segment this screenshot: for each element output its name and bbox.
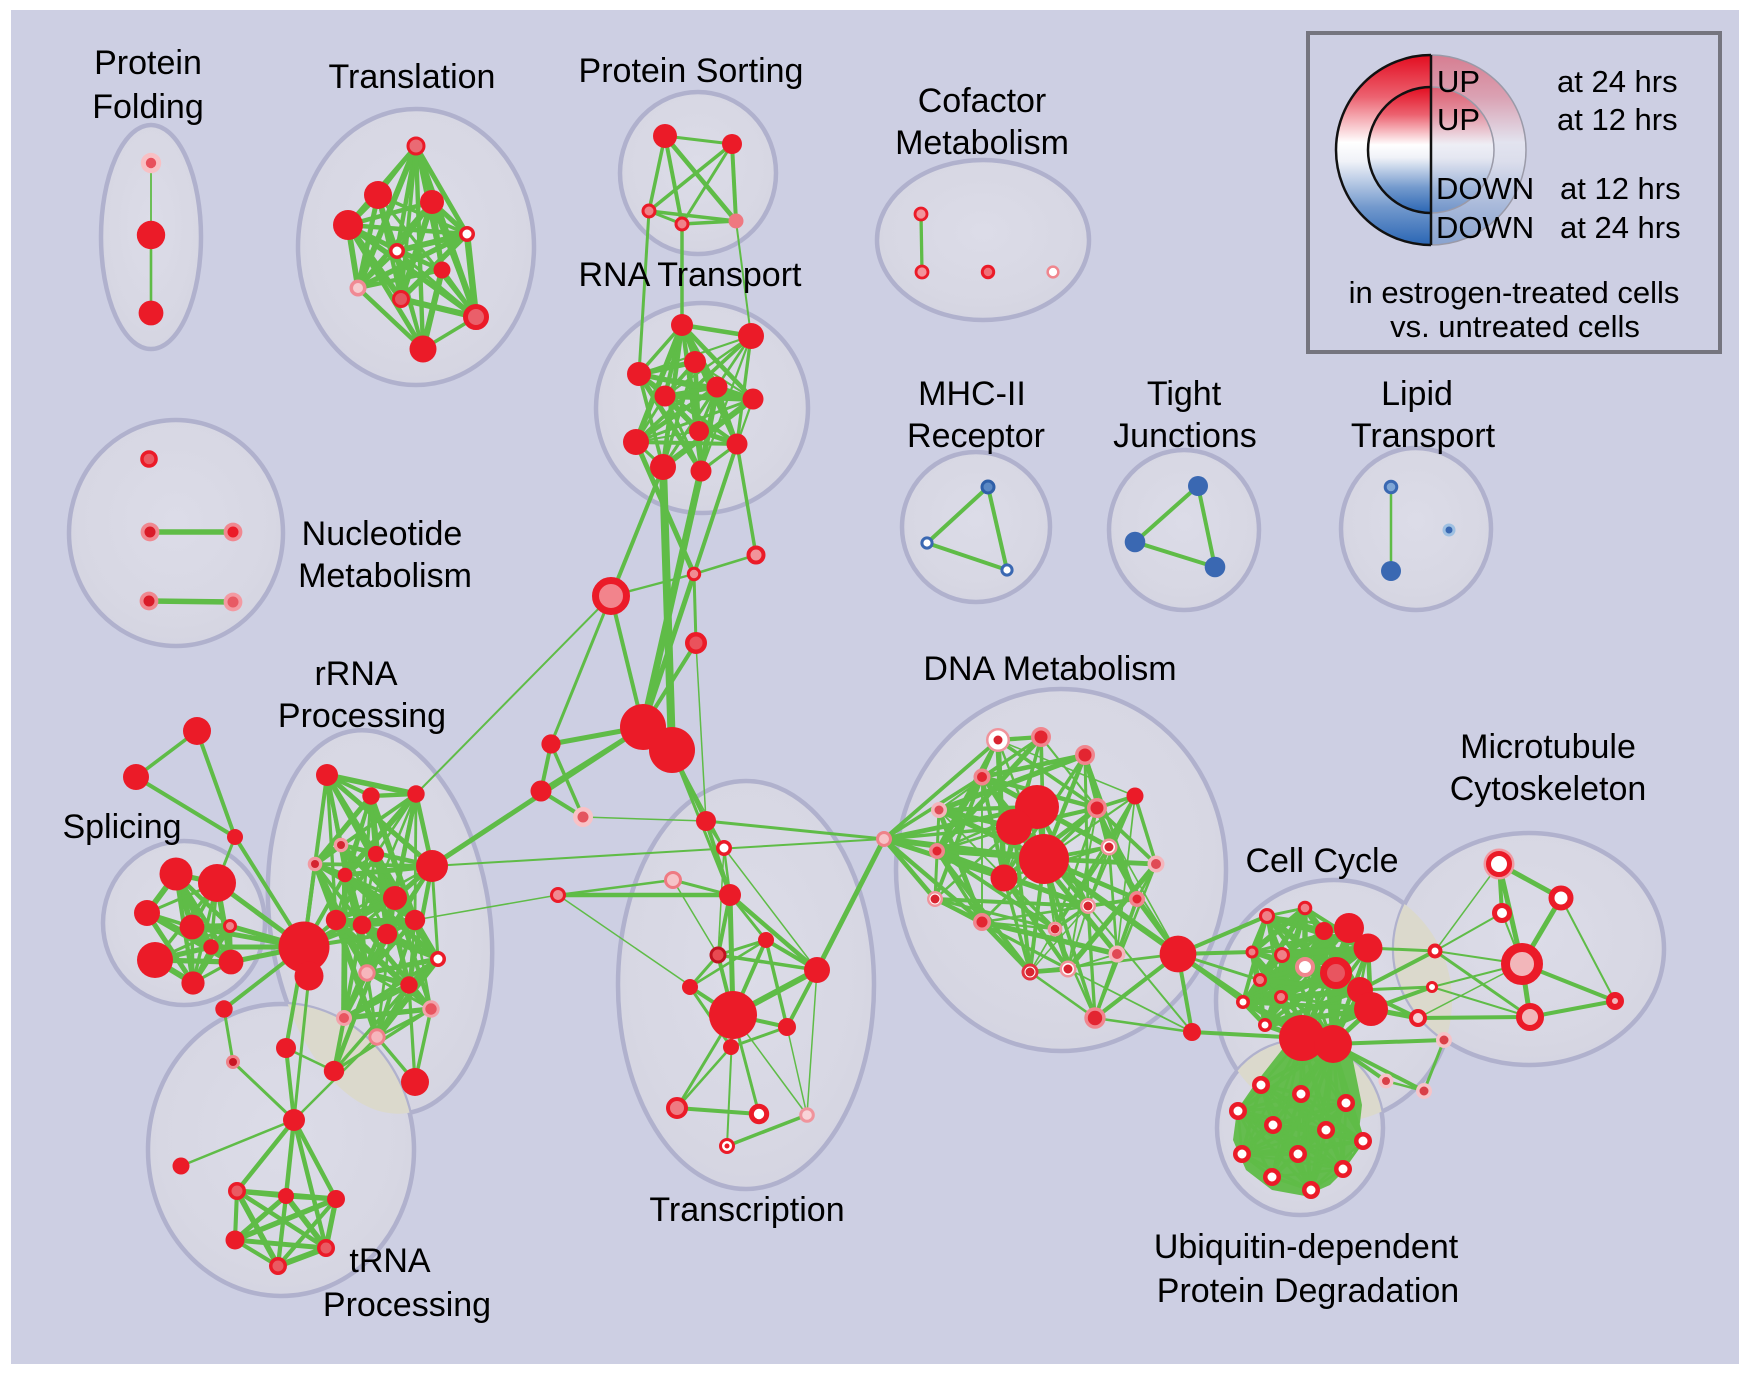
svg-text:rRNA: rRNA: [314, 655, 397, 693]
svg-text:Processing: Processing: [323, 1286, 491, 1324]
svg-text:DOWN: DOWN: [1436, 171, 1534, 206]
svg-text:Cofactor: Cofactor: [918, 82, 1047, 120]
svg-text:Transcription: Transcription: [649, 1191, 844, 1229]
svg-text:tRNA: tRNA: [349, 1242, 431, 1280]
svg-text:DOWN: DOWN: [1436, 210, 1534, 245]
svg-text:Ubiquitin-dependent: Ubiquitin-dependent: [1154, 1228, 1459, 1266]
svg-text:Lipid: Lipid: [1381, 375, 1453, 413]
svg-text:Metabolism: Metabolism: [895, 124, 1069, 162]
svg-text:Nucleotide: Nucleotide: [302, 515, 463, 553]
svg-text:at 24 hrs: at 24 hrs: [1557, 64, 1678, 99]
svg-text:at 24 hrs: at 24 hrs: [1560, 210, 1681, 245]
svg-text:Protein Sorting: Protein Sorting: [579, 52, 804, 90]
svg-text:at 12 hrs: at 12 hrs: [1560, 171, 1681, 206]
svg-text:RNA Transport: RNA Transport: [579, 256, 803, 294]
svg-text:Protein: Protein: [94, 44, 202, 82]
svg-text:UP: UP: [1437, 64, 1480, 99]
svg-text:at 12 hrs: at 12 hrs: [1557, 102, 1678, 137]
svg-text:Translation: Translation: [329, 58, 496, 96]
svg-text:Transport: Transport: [1351, 417, 1496, 455]
svg-text:Protein Degradation: Protein Degradation: [1157, 1272, 1459, 1310]
svg-text:vs. untreated cells: vs. untreated cells: [1390, 309, 1640, 344]
svg-text:Receptor: Receptor: [907, 417, 1045, 455]
svg-text:in estrogen-treated cells: in estrogen-treated cells: [1349, 275, 1680, 310]
svg-text:Tight: Tight: [1147, 375, 1222, 413]
svg-text:UP: UP: [1437, 102, 1480, 137]
svg-text:Splicing: Splicing: [62, 808, 181, 846]
svg-text:MHC-II: MHC-II: [918, 375, 1026, 413]
svg-text:Folding: Folding: [92, 88, 204, 126]
svg-text:DNA Metabolism: DNA Metabolism: [923, 650, 1176, 688]
svg-text:Cytoskeleton: Cytoskeleton: [1450, 770, 1647, 808]
svg-text:Processing: Processing: [278, 697, 446, 735]
svg-text:Cell Cycle: Cell Cycle: [1245, 842, 1398, 880]
svg-text:Metabolism: Metabolism: [298, 557, 472, 595]
svg-text:Junctions: Junctions: [1113, 417, 1257, 455]
svg-text:Microtubule: Microtubule: [1460, 728, 1636, 766]
